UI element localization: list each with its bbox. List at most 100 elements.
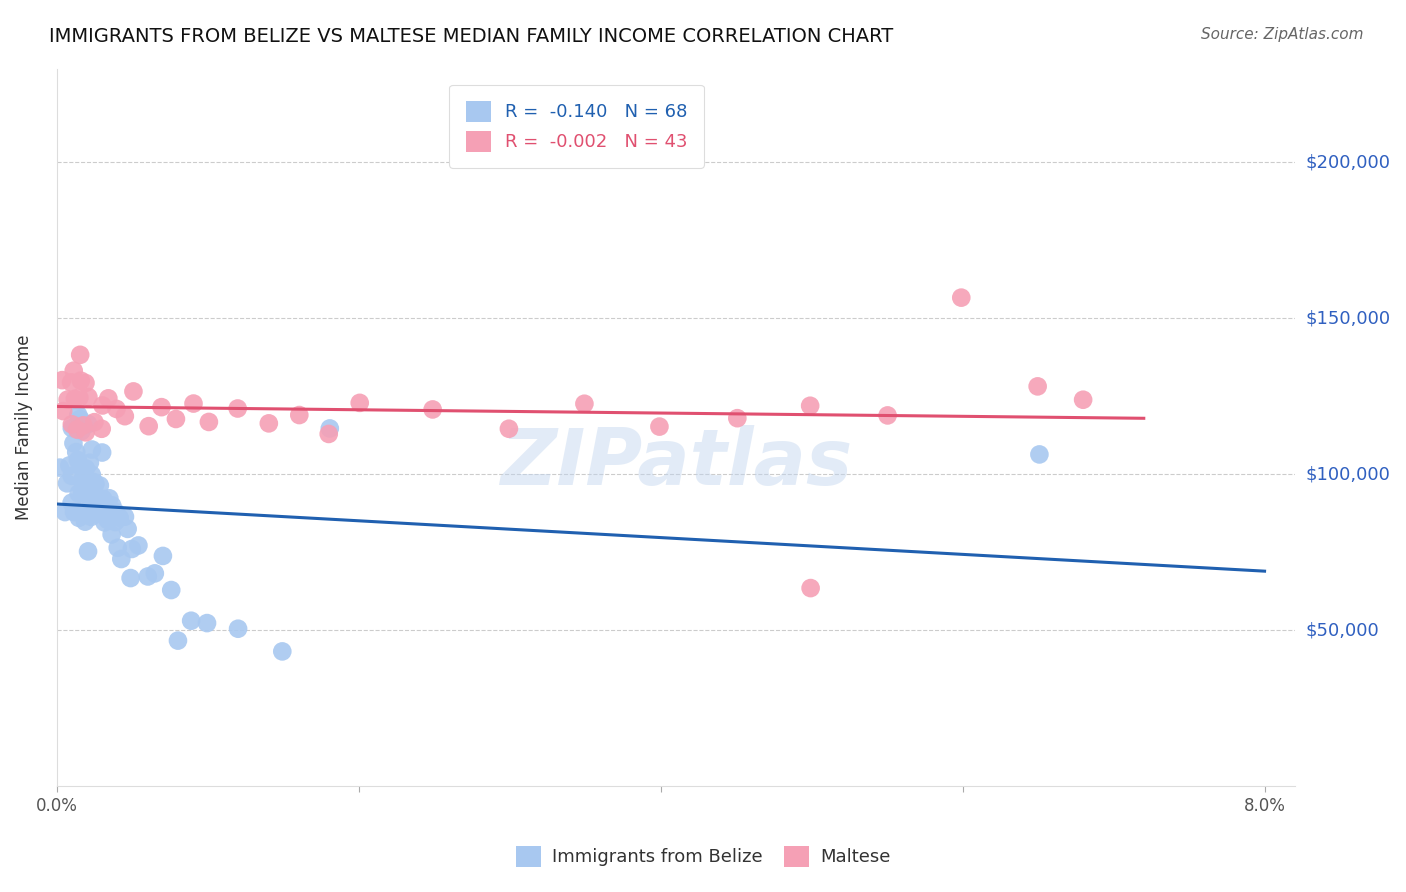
Point — [62, 364, 84, 378]
Point — [422, 402, 444, 417]
Point — [498, 422, 520, 436]
Point — [349, 396, 371, 410]
Point — [876, 409, 898, 423]
Point — [69, 348, 91, 362]
Point — [271, 644, 294, 658]
Point — [105, 505, 128, 519]
Point — [62, 436, 84, 450]
Point — [67, 391, 90, 405]
Point — [195, 616, 218, 631]
Point — [950, 291, 973, 305]
Point — [127, 538, 149, 552]
Point — [98, 491, 121, 506]
Point — [120, 571, 142, 585]
Point — [60, 417, 83, 432]
Point — [257, 417, 280, 431]
Point — [77, 544, 100, 558]
Point — [69, 374, 91, 388]
Point — [79, 499, 101, 513]
Text: $100,000: $100,000 — [1306, 465, 1391, 483]
Point — [183, 396, 205, 410]
Point — [53, 505, 76, 519]
Point — [800, 581, 823, 595]
Point — [76, 496, 98, 510]
Point — [91, 491, 114, 506]
Text: IMMIGRANTS FROM BELIZE VS MALTESE MEDIAN FAMILY INCOME CORRELATION CHART: IMMIGRANTS FROM BELIZE VS MALTESE MEDIAN… — [49, 27, 893, 45]
Point — [143, 566, 166, 581]
Point — [75, 484, 97, 499]
Point — [90, 500, 112, 514]
Point — [96, 499, 118, 513]
Point — [108, 511, 131, 525]
Point — [96, 513, 118, 527]
Point — [83, 475, 105, 490]
Point — [799, 399, 821, 413]
Text: ZIPatlas: ZIPatlas — [499, 425, 852, 501]
Point — [82, 486, 104, 500]
Point — [70, 483, 93, 498]
Point — [136, 569, 159, 583]
Point — [319, 421, 342, 435]
Point — [574, 397, 596, 411]
Point — [80, 509, 103, 524]
Point — [648, 419, 671, 434]
Point — [75, 425, 97, 440]
Point — [77, 390, 100, 404]
Point — [114, 409, 136, 424]
Point — [83, 508, 105, 522]
Text: $200,000: $200,000 — [1306, 153, 1391, 171]
Point — [89, 502, 111, 516]
Legend: Immigrants from Belize, Maltese: Immigrants from Belize, Maltese — [509, 838, 897, 874]
Point — [66, 453, 89, 467]
Point — [152, 549, 174, 563]
Point — [121, 541, 143, 556]
Point — [79, 456, 101, 470]
Point — [72, 418, 94, 433]
Legend: R =  -0.140   N = 68, R =  -0.002   N = 43: R = -0.140 N = 68, R = -0.002 N = 43 — [450, 85, 704, 168]
Point — [226, 622, 249, 636]
Point — [84, 476, 107, 491]
Point — [70, 473, 93, 487]
Point — [117, 522, 139, 536]
Point — [1028, 447, 1050, 461]
Point — [114, 509, 136, 524]
Point — [101, 499, 124, 513]
Point — [72, 462, 94, 476]
Text: $50,000: $50,000 — [1306, 621, 1379, 640]
Point — [90, 422, 112, 436]
Point — [138, 419, 160, 434]
Point — [49, 460, 72, 475]
Point — [69, 412, 91, 426]
Point — [67, 408, 90, 422]
Point — [65, 445, 87, 459]
Point — [89, 478, 111, 492]
Point — [67, 511, 90, 525]
Point — [226, 401, 249, 416]
Point — [150, 400, 173, 414]
Point — [63, 392, 86, 406]
Point — [60, 376, 83, 390]
Point — [58, 458, 80, 473]
Text: $150,000: $150,000 — [1306, 310, 1391, 327]
Point — [63, 505, 86, 519]
Point — [60, 421, 83, 435]
Point — [83, 415, 105, 429]
Point — [51, 373, 73, 387]
Point — [180, 614, 202, 628]
Point — [105, 401, 128, 416]
Point — [198, 415, 221, 429]
Point — [66, 423, 89, 437]
Point — [70, 424, 93, 438]
Point — [76, 475, 98, 490]
Point — [1026, 379, 1049, 393]
Point — [75, 461, 97, 475]
Point — [91, 399, 114, 413]
Point — [87, 493, 110, 508]
Y-axis label: Median Family Income: Median Family Income — [15, 334, 32, 520]
Point — [91, 445, 114, 459]
Point — [75, 515, 97, 529]
Point — [165, 412, 187, 426]
Point — [80, 467, 103, 482]
Point — [67, 486, 90, 500]
Point — [160, 582, 183, 597]
